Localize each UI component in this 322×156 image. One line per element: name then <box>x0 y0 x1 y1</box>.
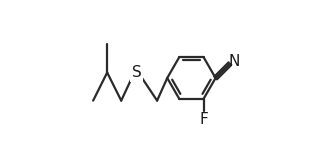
Text: N: N <box>228 54 240 69</box>
Text: S: S <box>132 65 142 80</box>
Text: F: F <box>199 112 208 127</box>
